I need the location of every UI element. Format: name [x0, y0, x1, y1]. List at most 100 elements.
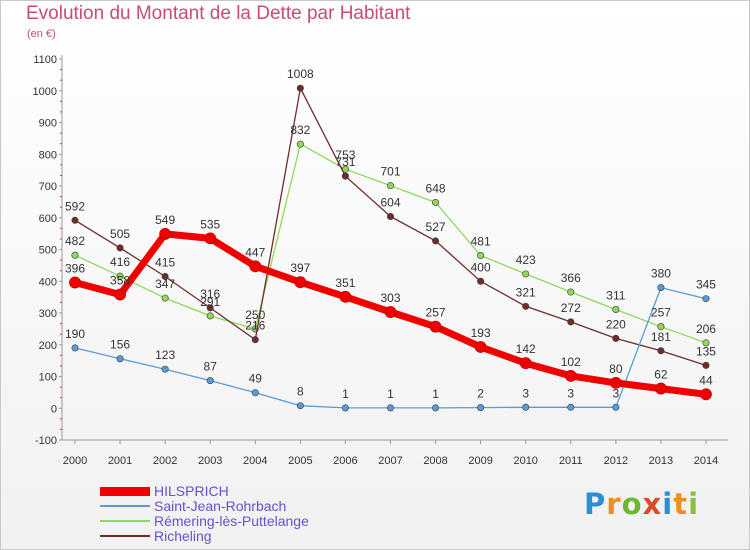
- y-tick-label: 900: [39, 118, 57, 130]
- data-point: [384, 306, 397, 318]
- x-tick-label: 2012: [604, 455, 628, 467]
- data-point: [612, 403, 620, 411]
- data-label: 527: [426, 220, 446, 234]
- x-tick-label: 2004: [243, 455, 267, 467]
- data-point: [161, 294, 169, 302]
- data-point: [519, 357, 532, 370]
- data-label: 347: [155, 277, 175, 291]
- data-point: [432, 404, 440, 412]
- data-label: 44: [699, 373, 713, 387]
- data-label: 358: [110, 274, 130, 288]
- logo-letter: P: [584, 487, 607, 521]
- legend-swatch: [100, 487, 150, 496]
- data-label: 257: [426, 306, 446, 320]
- x-tick-label: 2002: [153, 455, 177, 467]
- data-point: [657, 323, 665, 331]
- logo-letter: i: [662, 487, 674, 521]
- x-tick-label: 2007: [378, 455, 402, 467]
- data-point: [567, 318, 575, 326]
- data-label: 1: [387, 387, 394, 401]
- data-point: [477, 404, 485, 412]
- data-label: 482: [65, 234, 85, 248]
- data-label: 592: [65, 199, 85, 213]
- legend-swatch: [100, 520, 150, 522]
- data-point: [339, 290, 352, 303]
- logo-letter: x: [642, 487, 663, 521]
- data-label: 216: [245, 319, 265, 333]
- logo-letter: t: [673, 487, 689, 521]
- data-point: [386, 182, 394, 190]
- x-tick-label: 2008: [423, 455, 447, 467]
- data-label: 250: [245, 308, 265, 322]
- data-point: [612, 334, 620, 342]
- data-point: [159, 228, 172, 240]
- data-label: 1008: [287, 67, 314, 81]
- data-label: 311: [606, 289, 625, 303]
- x-tick-label: 2006: [333, 455, 357, 467]
- data-label: 8: [297, 385, 304, 399]
- x-tick-label: 2001: [108, 455, 132, 467]
- x-tick-label: 2003: [198, 455, 222, 467]
- data-label: 49: [249, 372, 263, 386]
- data-point: [294, 276, 307, 289]
- data-point: [71, 216, 79, 224]
- chart-title: Evolution du Montant de la Dette par Hab…: [26, 3, 411, 24]
- data-point: [296, 140, 304, 148]
- data-label: 3: [612, 386, 619, 400]
- legend-label: Richeling: [154, 528, 212, 544]
- data-point: [251, 336, 259, 344]
- data-point: [564, 369, 577, 382]
- data-label: 181: [651, 330, 671, 344]
- data-point: [657, 284, 665, 292]
- data-point: [386, 212, 394, 220]
- x-tick-label: 2011: [559, 455, 583, 467]
- data-point: [296, 84, 304, 92]
- chart-unit: (en €): [27, 28, 56, 40]
- data-label: 257: [651, 306, 671, 320]
- y-tick-label: 0: [51, 403, 57, 415]
- data-label: 190: [65, 327, 85, 341]
- data-point: [69, 276, 81, 289]
- data-label: 272: [561, 301, 581, 315]
- logo-letter: r: [606, 487, 622, 521]
- data-label: 62: [654, 368, 668, 382]
- y-tick-label: -100: [35, 435, 57, 447]
- y-tick-label: 300: [39, 308, 57, 320]
- data-point: [609, 376, 622, 389]
- data-label: 123: [155, 348, 175, 362]
- data-label: 604: [380, 195, 400, 209]
- data-point: [114, 288, 126, 301]
- data-label: 731: [335, 155, 355, 169]
- data-label: 648: [426, 182, 446, 196]
- data-point: [657, 347, 665, 355]
- data-point: [204, 232, 217, 245]
- data-point: [702, 295, 710, 303]
- y-tick-label: 500: [39, 245, 57, 257]
- data-label: 1: [432, 387, 439, 401]
- data-point: [341, 404, 349, 412]
- data-point: [612, 306, 620, 314]
- y-tick-label: 400: [39, 276, 57, 288]
- data-point: [341, 172, 349, 180]
- y-tick-label: 600: [39, 213, 57, 225]
- data-label: 291: [200, 295, 220, 309]
- data-point: [296, 402, 304, 410]
- data-label: 416: [110, 255, 130, 269]
- data-label: 423: [516, 253, 536, 267]
- data-label: 400: [471, 260, 491, 274]
- data-point: [206, 304, 214, 312]
- data-label: 535: [200, 217, 220, 231]
- data-label: 397: [290, 261, 310, 275]
- x-tick-label: 2005: [288, 455, 312, 467]
- logo-letter: o: [621, 487, 643, 521]
- data-label: 3: [567, 386, 574, 400]
- data-label: 303: [380, 291, 400, 305]
- data-point: [161, 365, 169, 373]
- data-label: 1: [342, 387, 349, 401]
- data-point: [249, 260, 262, 273]
- data-label: 206: [696, 322, 716, 336]
- data-point: [522, 270, 530, 278]
- data-point: [432, 199, 440, 207]
- data-label: 549: [155, 213, 175, 227]
